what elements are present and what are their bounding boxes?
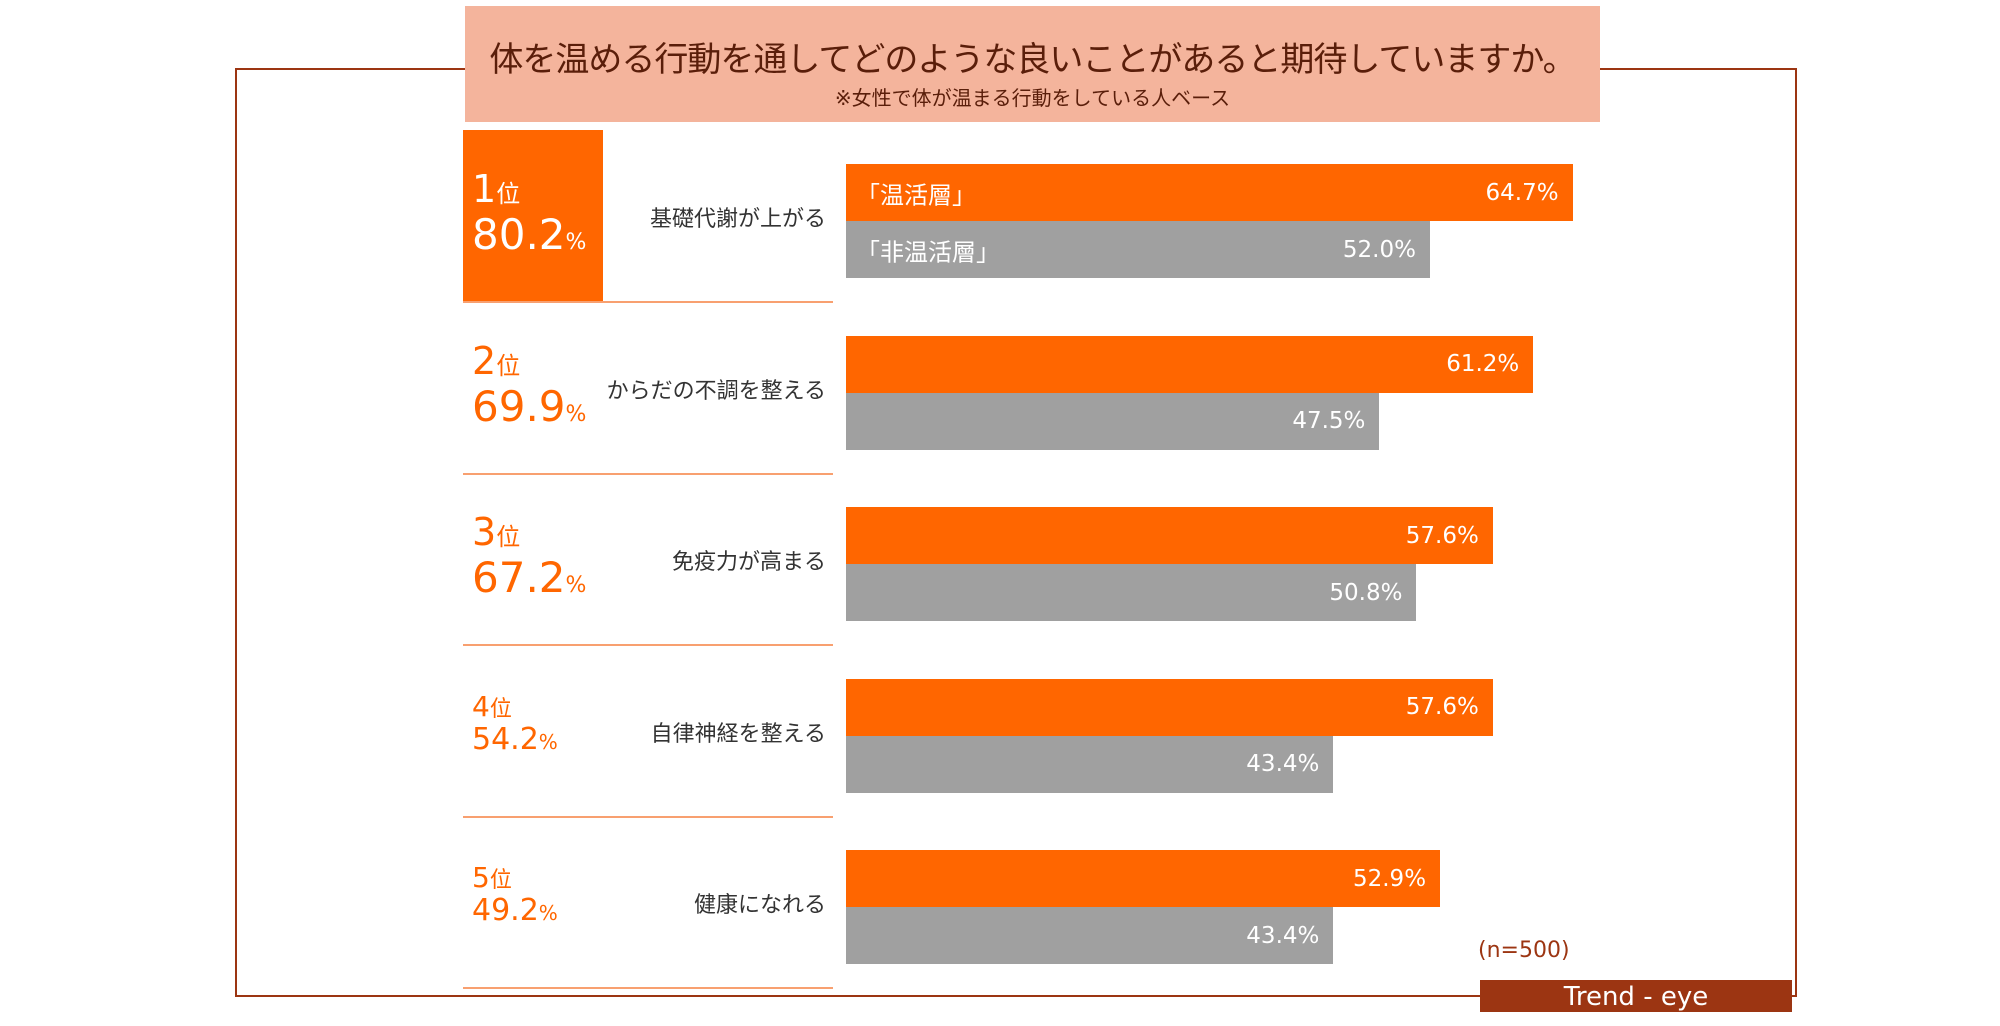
rank-percent: % [565,573,587,599]
bar-warm: 57.6% [846,507,1493,565]
rank-number: 5 [472,861,490,895]
data-label: 47.5% [1292,408,1366,435]
sample-size: (n=500) [1478,938,1570,963]
row-separator [463,987,833,990]
data-label: 52.0% [1342,236,1416,263]
rank-value: 69.9 [472,381,566,431]
bar-warm: 57.6% [846,678,1493,736]
rank-percent: % [565,230,587,255]
rank-number: 3 [472,510,497,555]
rank-score: 49.2% [472,896,558,926]
rank-position: 3位 [472,513,586,551]
data-label: 50.8% [1329,579,1403,606]
series-label: 「温活層」 [856,181,976,209]
category-label: からだの不調を整える [606,378,826,404]
rank-unit: 位 [496,180,521,208]
data-label: 43.4% [1246,751,1320,778]
rank-badge: 2位 69.9% [472,342,586,428]
rank-score: 69.9% [472,385,587,428]
rank-position: 5位 [472,864,558,892]
rank-value: 54.2 [472,721,539,757]
rank-number: 4 [472,689,490,723]
rank-value: 49.2 [472,893,539,929]
rank-percent: % [538,729,558,754]
chart-subtitle: ※女性で体が温まる行動をしている人ベース [834,86,1231,110]
row-separator [463,301,833,303]
rank-badge: 4位 54.2% [472,689,558,757]
chart-title: 体を温める行動を通してどのような良いことがあると期待していますか。 [489,40,1576,80]
category-label: 自律神経を整える [650,721,826,747]
rank-position: 4位 [472,689,558,723]
rank-percent: % [565,401,587,427]
rank-score: 80.2% [472,214,586,256]
data-label: 52.9% [1352,865,1427,892]
bar-nonwarm: 43.4% [846,907,1334,965]
rank-percent: % [538,901,558,926]
bar-warm: 61.2% [846,335,1534,393]
bar-nonwarm: 47.5% [846,392,1380,450]
rank-badge: 3位 67.2% [472,513,586,599]
rank-unit: 位 [496,351,521,380]
rank-unit: 位 [489,868,512,894]
title-box: 体を温める行動を通してどのような良いことがあると期待していますか。 ※女性で体が… [465,6,1600,122]
rank-badge: 5位 49.2% [472,864,558,926]
series-label: 「非温活層」 [856,238,1000,266]
data-label: 43.4% [1246,922,1320,949]
rank-position: 1位 [472,170,586,208]
category-label: 免疫力が高まる [671,550,826,576]
bar-nonwarm: 50.8% [846,564,1417,622]
data-label: 64.7% [1485,179,1559,206]
bar-nonwarm: 43.4% [846,735,1334,793]
data-label: 61.2% [1446,351,1520,378]
rank-value: 67.2 [472,553,566,603]
category-label: 基礎代謝が上がる [649,207,826,232]
brand-logo: Trend - eye [1480,980,1792,1012]
rank-number: 1 [472,167,497,211]
rank-1-highlight [463,130,603,301]
bar-warm: 「温活層」 64.7% [846,164,1573,221]
rank-value: 80.2 [472,210,566,259]
category-label: 健康になれる [693,893,826,919]
rank-score: 54.2% [472,721,558,757]
row-separator [463,815,833,818]
rank-unit: 位 [489,696,512,722]
rank-number: 2 [472,338,497,383]
rank-score: 67.2% [472,557,586,599]
rank-position: 2位 [472,342,586,380]
bar-nonwarm: 「非温活層」 52.0% [846,221,1430,278]
rank-badge: 1位 80.2% [472,170,586,256]
bar-warm: 52.9% [846,850,1441,908]
data-label: 57.6% [1405,522,1479,549]
row-separator [463,644,833,647]
row-separator [463,472,833,475]
rank-unit: 位 [496,523,521,552]
data-label: 57.6% [1405,694,1479,721]
